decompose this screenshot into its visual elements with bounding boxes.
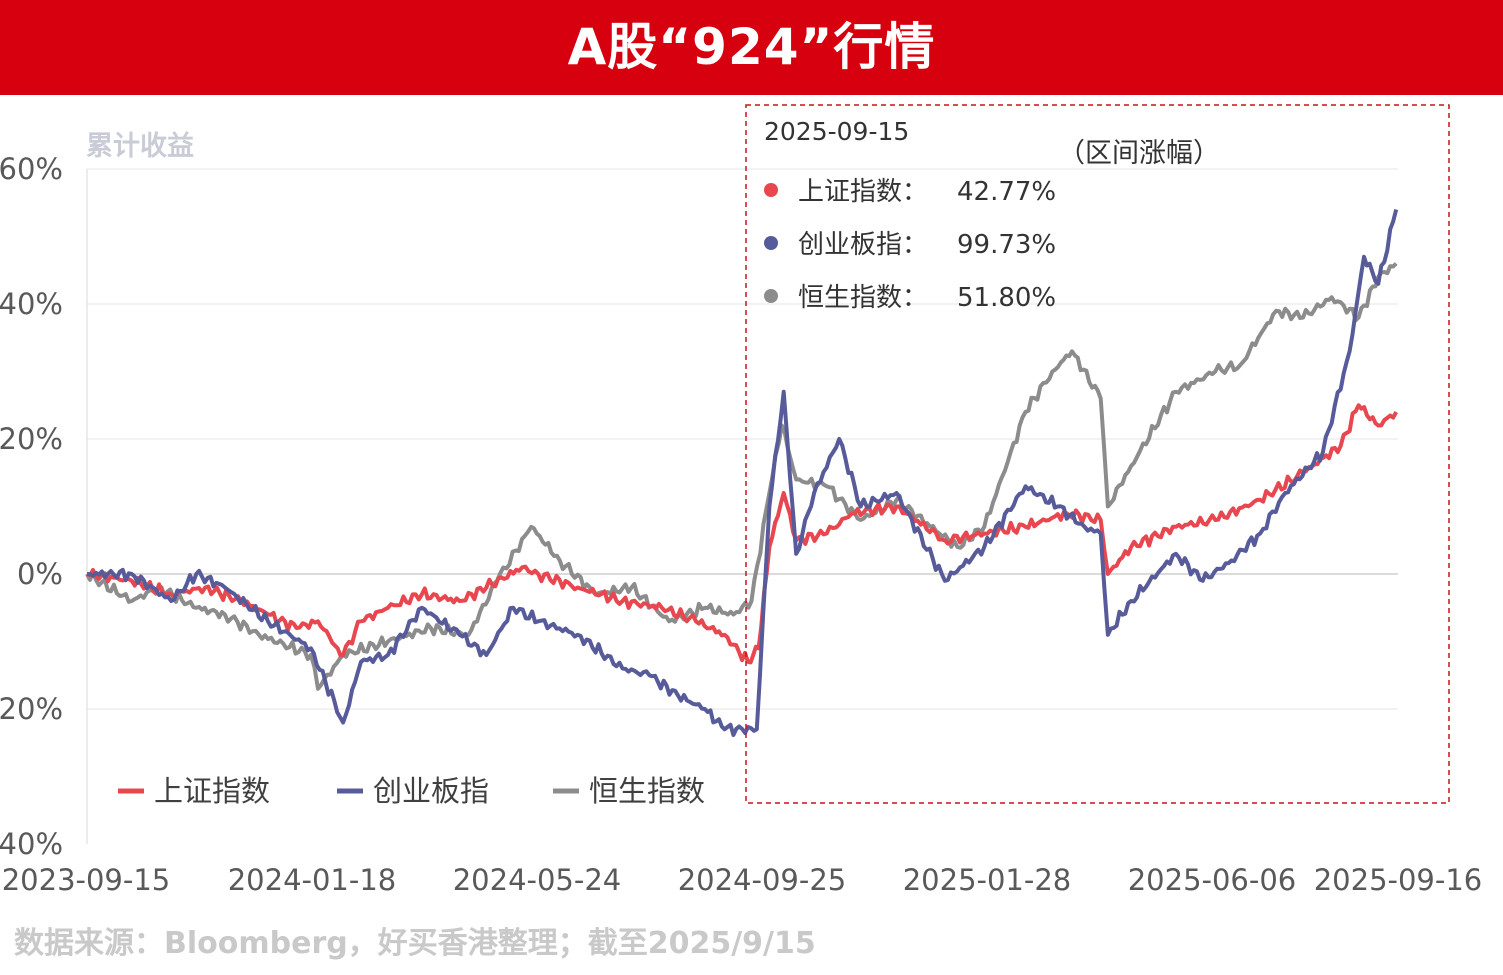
- legend: 上证指数 创业板指 恒生指数: [118, 774, 705, 808]
- tooltip-series-value: 99.73%: [957, 230, 1056, 260]
- legend-label: 恒生指数: [589, 774, 705, 808]
- page-title: A股“924”行情: [0, 0, 1503, 95]
- source-note: 数据来源：Bloomberg，好买香港整理；截至2025/9/15: [14, 926, 816, 961]
- series-line-3: [85, 262, 1398, 691]
- series-line-2: [86, 209, 1399, 737]
- grid: [86, 168, 1398, 844]
- x-tick-label: 2025-06-06: [1128, 863, 1297, 897]
- tooltip-series-name: 创业板指：: [798, 230, 928, 260]
- x-axis-ticks: 2023-09-15 2024-01-18 2024-05-24 2024-09-25…: [2, 863, 1483, 897]
- y-axis-label: 累计收益: [86, 131, 194, 162]
- series-line-1: [86, 403, 1398, 665]
- x-tick-label: 2023-09-15: [2, 863, 171, 897]
- tooltip-dot: [764, 289, 778, 303]
- x-tick-label: 2024-01-18: [228, 863, 397, 897]
- tooltip-series-name: 上证指数：: [798, 177, 928, 207]
- y-axis-ticks: 60% 40% 20% 0% -20% -40%: [0, 152, 63, 861]
- x-tick-label: 2025-09-16: [1314, 863, 1483, 897]
- y-tick-label: 20%: [0, 422, 63, 456]
- tooltip-date: 2025-09-15: [764, 117, 909, 146]
- legend-label: 上证指数: [154, 774, 270, 808]
- tooltip: 2025-09-15 （区间涨幅） 上证指数： 42.77% 创业板指： 99.73% 恒生…: [764, 117, 1220, 313]
- y-tick-label: -20%: [0, 692, 63, 726]
- tooltip-dot: [764, 236, 778, 250]
- series-lines: [85, 209, 1399, 737]
- y-tick-label: 60%: [0, 152, 63, 186]
- y-tick-label: 0%: [17, 557, 63, 591]
- tooltip-dot: [764, 183, 778, 197]
- tooltip-series-value: 51.80%: [957, 283, 1056, 313]
- x-tick-label: 2025-01-28: [903, 863, 1072, 897]
- tooltip-series-name: 恒生指数：: [798, 283, 928, 313]
- x-tick-label: 2024-05-24: [453, 863, 622, 897]
- x-tick-label: 2024-09-25: [678, 863, 847, 897]
- legend-label: 创业板指: [373, 774, 489, 808]
- tooltip-caption: （区间涨幅）: [1058, 138, 1220, 169]
- y-tick-label: 40%: [0, 287, 63, 321]
- tooltip-frame: [745, 104, 1450, 804]
- tooltip-series-value: 42.77%: [957, 177, 1056, 207]
- chart: 累计收益 60% 40% 20% 0% -20% -40% 2023-09-15 2024-…: [0, 104, 1483, 897]
- y-tick-label: -40%: [0, 827, 63, 861]
